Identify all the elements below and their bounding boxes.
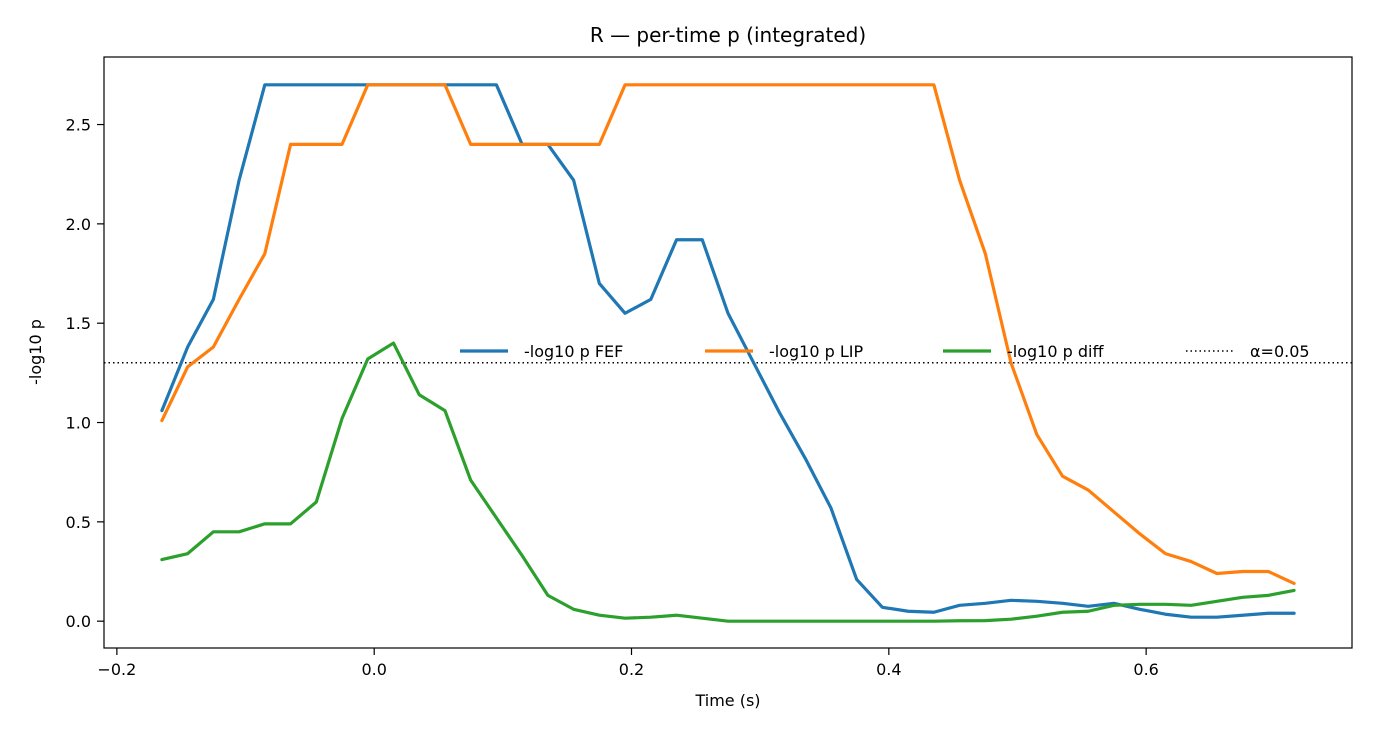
y-tick-label: 1.0 (66, 414, 91, 433)
x-tick-label: 0.4 (876, 660, 901, 679)
y-tick-label: 2.0 (66, 215, 91, 234)
series-line-1 (160, 83, 1296, 619)
y-tick-label: 0.5 (66, 513, 91, 532)
y-axis-title: -log10 p (26, 319, 45, 385)
plot-area (104, 83, 1352, 623)
legend-label: -log10 p diff (1007, 342, 1104, 361)
plot-frame (103, 56, 1353, 649)
chart-title: R — per-time p (integrated) (590, 23, 866, 47)
legend-label: -log10 p LIP (769, 342, 863, 361)
legend-label: α=0.05 (1250, 342, 1310, 361)
x-tick-label: 0.2 (619, 660, 644, 679)
series-line-2 (160, 83, 1296, 586)
y-tick-label: 1.5 (66, 314, 91, 333)
x-axis-title: Time (s) (694, 691, 760, 710)
y-tick-label: 2.5 (66, 116, 91, 135)
axes: −0.2 0.0 0.2 0.4 0.6 0.0 0.5 1.0 1.5 2.0 2.5 (66, 116, 1159, 679)
series-line-3 (160, 341, 1296, 623)
y-tick-label: 0.0 (66, 612, 91, 631)
legend-label: -log10 p FEF (524, 342, 623, 361)
x-tick-label: 0.0 (361, 660, 386, 679)
x-tick-label: 0.6 (1133, 660, 1158, 679)
x-tick-label: −0.2 (97, 660, 136, 679)
legend: -log10 p FEF -log10 p LIP -log10 p diff α=0… (460, 342, 1310, 361)
